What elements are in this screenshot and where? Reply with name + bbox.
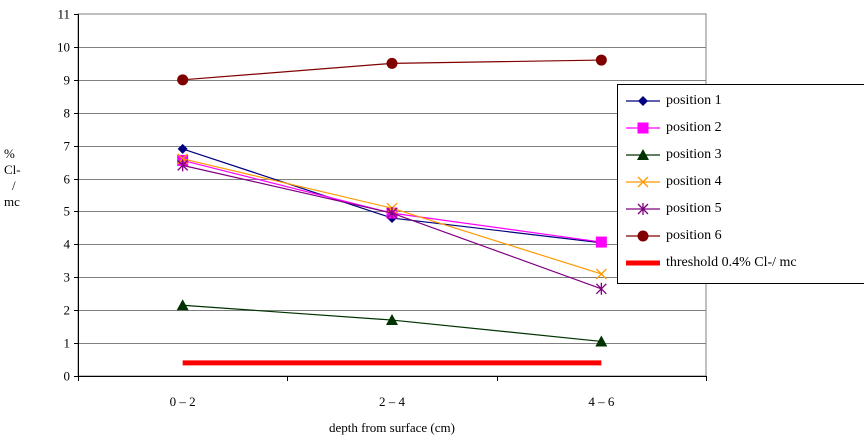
y-tick-label: 1	[64, 336, 71, 351]
data-point	[176, 299, 189, 311]
legend-swatch-marker	[637, 176, 649, 188]
data-point	[595, 282, 607, 295]
data-point	[595, 268, 607, 280]
y-axis-title-line: %	[4, 146, 15, 161]
y-tick-label: 2	[64, 303, 71, 318]
data-point	[595, 54, 607, 66]
y-tick-label: 0	[64, 369, 71, 384]
y-tick-label: 8	[64, 106, 71, 121]
legend-label: threshold 0.4% Cl-/ mc	[666, 255, 797, 270]
y-axis-title-line: /	[12, 178, 16, 193]
series-position-6	[177, 54, 607, 86]
y-tick-label: 5	[64, 204, 71, 219]
y-tick-label: 6	[64, 172, 71, 187]
x-tick-label: 2 – 4	[379, 394, 406, 409]
y-axis-title-line: Cl-	[4, 162, 21, 177]
legend-item: threshold 0.4% Cl-/ mc	[626, 253, 797, 273]
legend-label: position 5	[666, 201, 722, 216]
legend-label: position 6	[666, 228, 722, 243]
y-tick-label: 4	[64, 237, 71, 252]
legend-swatch-marker	[638, 96, 648, 106]
x-tick-label: 4 – 6	[588, 394, 615, 409]
data-point	[595, 335, 608, 347]
data-point	[177, 143, 188, 154]
legend-swatch	[626, 96, 660, 106]
series-line	[182, 148, 602, 244]
legend: position 1 position 2 position 3 position 4…	[617, 84, 864, 284]
legend-swatch	[626, 260, 660, 266]
legend-swatch-marker	[637, 203, 649, 215]
legend-item: position 2	[626, 118, 722, 138]
legend-swatch	[626, 203, 660, 215]
y-tick-label: 9	[64, 73, 71, 88]
series-position-3	[176, 299, 608, 347]
x-tick-label: 0 – 2	[170, 394, 196, 409]
legend-swatch	[626, 149, 660, 160]
legend-label: position 3	[666, 147, 722, 162]
series-position-1	[177, 143, 607, 248]
data-point	[177, 159, 189, 172]
legend-label: position 4	[666, 174, 722, 189]
legend-item: position 3	[626, 145, 722, 165]
x-axis-title: depth from surface (cm)	[0, 420, 784, 436]
series-line	[182, 159, 602, 243]
y-axis-title-line: mc	[4, 194, 20, 209]
legend-swatch-marker	[637, 149, 649, 160]
legend-swatch-marker	[637, 122, 649, 134]
series-line	[182, 164, 602, 290]
data-point	[177, 74, 189, 86]
data-point	[386, 57, 398, 69]
y-tick-label: 7	[64, 139, 71, 154]
legend-item: position 4	[626, 172, 722, 192]
legend-label: position 2	[666, 120, 722, 135]
data-point	[595, 236, 607, 248]
legend-item: position 6	[626, 226, 722, 246]
legend-swatch	[626, 230, 660, 242]
data-point	[386, 207, 398, 220]
legend-label: position 1	[666, 93, 722, 108]
series-position-5	[177, 159, 607, 295]
y-tick-label: 11	[57, 7, 70, 22]
legend-swatch	[626, 176, 660, 188]
y-tick-label: 10	[57, 40, 70, 55]
legend-swatch-marker	[637, 230, 649, 242]
data-point	[386, 314, 398, 326]
legend-swatch	[626, 122, 660, 134]
x-axis-title-text: depth from surface (cm)	[329, 420, 455, 435]
legend-item: position 5	[626, 199, 722, 219]
legend-item: position 1	[626, 91, 722, 111]
y-tick-label: 3	[64, 270, 71, 285]
